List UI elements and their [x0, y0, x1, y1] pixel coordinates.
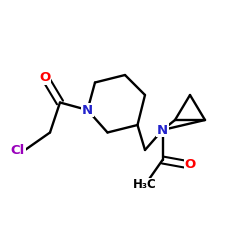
Text: O: O — [184, 158, 196, 172]
Text: N: N — [82, 104, 93, 117]
Text: O: O — [40, 71, 50, 84]
Text: H₃C: H₃C — [133, 178, 157, 192]
Text: N: N — [157, 124, 168, 136]
Text: Cl: Cl — [11, 144, 25, 156]
